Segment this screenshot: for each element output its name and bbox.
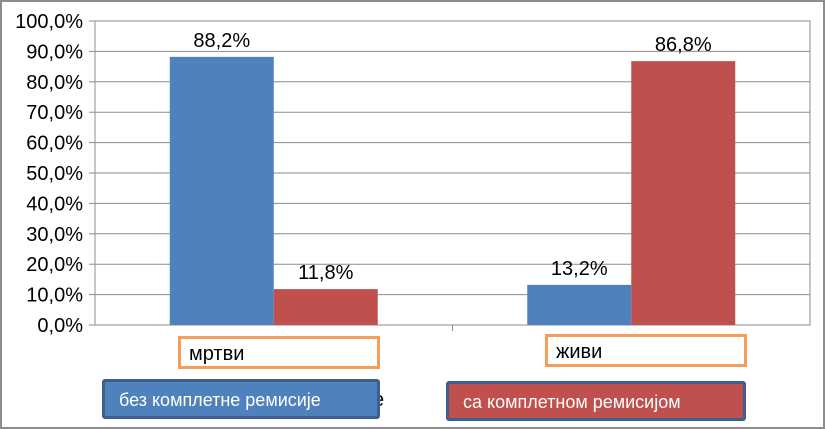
y-tick-label: 0,0% (37, 315, 83, 337)
y-tick-label: 80,0% (26, 72, 83, 94)
legend-series-1: без комплетне ремисије (102, 379, 380, 419)
y-tick-label: 20,0% (26, 254, 83, 276)
legend-series-2: са комплетном ремисијом (446, 381, 746, 421)
data-label: 11,8% (298, 262, 353, 284)
y-tick-label: 10,0% (26, 285, 83, 307)
y-tick-label: 100,0% (15, 11, 83, 33)
y-tick-label: 70,0% (26, 102, 83, 124)
y-tick-label: 60,0% (26, 133, 83, 155)
y-tick-label: 30,0% (26, 224, 83, 246)
bar (527, 284, 632, 325)
data-label: 86,8% (655, 34, 712, 56)
data-label: 13,2% (551, 258, 608, 280)
bar (169, 56, 274, 325)
y-tick-label: 40,0% (26, 193, 83, 215)
bar (273, 289, 378, 325)
bar (631, 61, 736, 326)
category-label-left: мртви (178, 336, 380, 369)
y-tick-label: 50,0% (26, 163, 83, 185)
data-label: 88,2% (193, 30, 250, 52)
y-tick-label: 90,0% (26, 41, 83, 63)
category-label-right: живи (545, 334, 747, 367)
